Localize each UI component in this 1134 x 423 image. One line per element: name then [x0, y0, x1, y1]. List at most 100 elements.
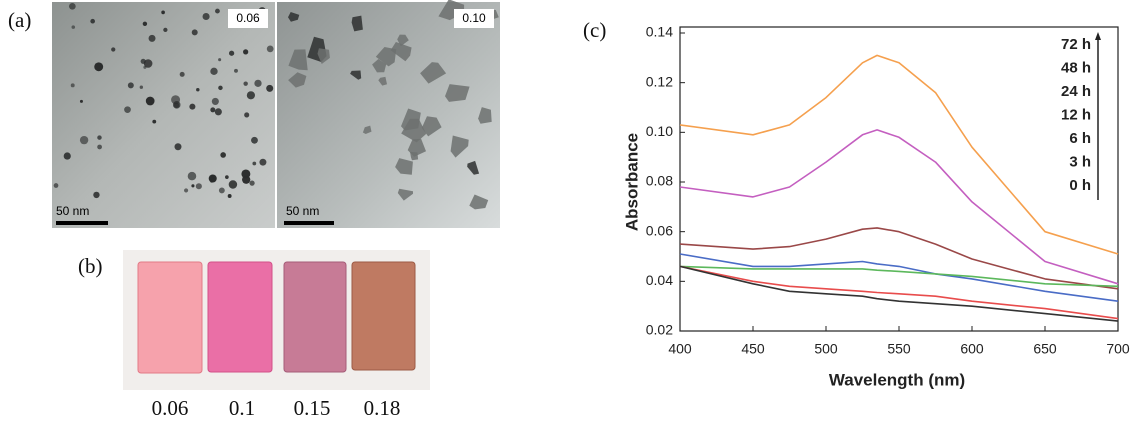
particle [140, 58, 146, 64]
particle [243, 49, 249, 55]
particle [401, 108, 421, 131]
particle [191, 29, 198, 36]
particle [395, 158, 413, 175]
x-tick-label: 450 [741, 341, 765, 357]
sample [207, 261, 273, 373]
particle [252, 161, 257, 166]
particle [288, 49, 308, 71]
particle [94, 62, 104, 72]
particle [372, 59, 387, 73]
particle [421, 116, 442, 137]
particle [259, 158, 267, 166]
particle [397, 34, 409, 47]
particle [93, 191, 100, 199]
x-tick-label: 600 [960, 341, 984, 357]
sample [351, 261, 416, 371]
particle [143, 65, 147, 69]
particle [111, 47, 116, 52]
panel-label: (c) [583, 18, 606, 42]
particle [70, 83, 75, 88]
particle [68, 2, 76, 10]
particle [215, 8, 220, 14]
series-line [679, 129, 1119, 285]
particle [191, 184, 195, 188]
particle [187, 171, 197, 181]
particle [288, 12, 300, 22]
scale-bar-label: 50 nm [286, 204, 319, 218]
tem-background [277, 2, 500, 228]
particle [179, 71, 185, 77]
x-tick-label: 500 [814, 341, 838, 357]
particle [241, 169, 251, 179]
particle [161, 10, 165, 15]
panel-label: (b) [78, 254, 103, 278]
y-tick-label: 0.04 [646, 272, 673, 288]
particle [210, 67, 218, 76]
legend-label: 0 h [1069, 177, 1091, 194]
particle [220, 152, 226, 158]
scale-bar [284, 221, 334, 225]
y-tick-label: 0.10 [646, 123, 673, 139]
particle [244, 112, 250, 118]
particle [218, 187, 225, 194]
particle [397, 188, 413, 201]
y-axis-label: Absorbance [622, 133, 641, 231]
series-line [679, 253, 1119, 302]
series-line [679, 227, 1119, 290]
legend-label: 24 h [1061, 83, 1091, 100]
series-line [679, 265, 1119, 320]
particle [390, 42, 412, 62]
particle [90, 18, 95, 24]
legend-label: 3 h [1069, 153, 1091, 170]
y-tick-label: 0.08 [646, 173, 673, 189]
particle [189, 103, 196, 110]
particle [420, 62, 447, 84]
plot-frame [679, 26, 1119, 332]
particle [196, 87, 200, 92]
particle [351, 15, 363, 32]
legend-label: 48 h [1061, 59, 1091, 76]
particle [469, 194, 489, 210]
particle [152, 119, 157, 124]
particle [450, 135, 469, 158]
particle [139, 85, 144, 89]
x-tick-label: 550 [887, 341, 911, 357]
particle [124, 106, 131, 114]
sample-label: 0.15 [294, 396, 331, 420]
particle [234, 68, 238, 73]
legend-label: 12 h [1061, 106, 1091, 123]
particle [148, 34, 156, 42]
particle [184, 188, 189, 193]
image-tag: 0.06 [236, 11, 260, 25]
particle [127, 82, 134, 89]
particle [375, 47, 397, 67]
particle [79, 99, 83, 103]
y-tick-label: 0.12 [646, 73, 673, 89]
particle [225, 175, 229, 179]
particle [202, 12, 210, 21]
scale-bar [56, 221, 108, 225]
particle [362, 125, 372, 134]
particle [410, 151, 419, 161]
sample-label: 0.1 [229, 396, 255, 420]
tem-background [52, 2, 275, 228]
particle [63, 152, 71, 160]
particle [254, 79, 262, 87]
sample-label: 0.06 [152, 396, 189, 420]
particle [171, 95, 181, 105]
particle [243, 81, 248, 86]
series-line [679, 265, 1119, 322]
particle [251, 136, 258, 144]
tem-image [52, 2, 275, 228]
particle [97, 144, 102, 150]
tem-image [277, 0, 500, 228]
particle [228, 50, 235, 56]
particle [350, 70, 362, 80]
particle [79, 135, 89, 145]
legend-label: 72 h [1061, 36, 1091, 53]
legend-arrowhead [1095, 32, 1101, 40]
y-tick-label: 0.02 [646, 322, 673, 338]
particle [211, 97, 219, 105]
image-tag: 0.10 [462, 11, 486, 25]
